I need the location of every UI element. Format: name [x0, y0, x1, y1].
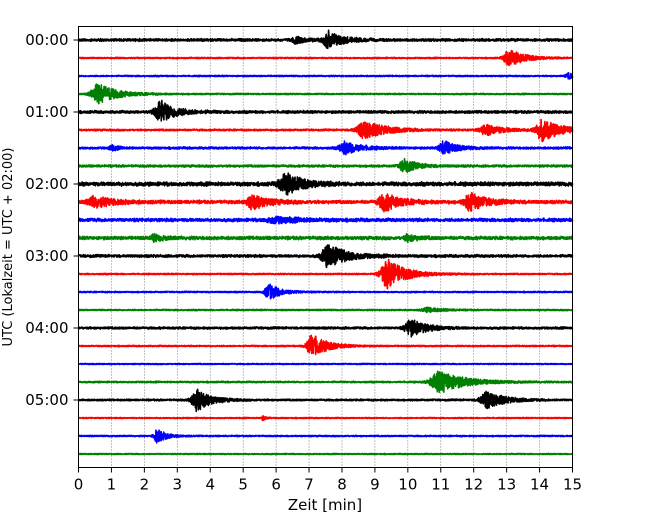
- x-axis: 0 1 2 3 4 5 6 7 8 9 10 11 12 13 14 15: [74, 467, 582, 494]
- y-tick-label-01:00: 01:00: [25, 103, 68, 121]
- x-tick-label-10: 10: [398, 476, 417, 494]
- x-tick-label-13: 13: [497, 476, 516, 494]
- x-tick-label-3: 3: [173, 476, 183, 494]
- x-tick-label-1: 1: [107, 476, 117, 494]
- trace-row-7: [77, 157, 574, 173]
- y-tick-label-03:00: 03:00: [25, 247, 68, 265]
- x-tick-label-7: 7: [304, 476, 314, 494]
- trace-row-15: [77, 306, 574, 314]
- x-tick-label-4: 4: [205, 476, 215, 494]
- trace-row-18: [77, 362, 574, 366]
- x-tick-label-2: 2: [140, 476, 150, 494]
- x-tick-label-6: 6: [271, 476, 281, 494]
- y-axis-label: UTC (Lokalzeit = UTC + 02:00): [1, 148, 16, 347]
- y-tick-label-00:00: 00:00: [25, 31, 68, 49]
- x-axis-label: Zeit [min]: [288, 496, 362, 514]
- x-tick-label-14: 14: [530, 476, 549, 494]
- trace-row-9: [77, 192, 574, 213]
- trace-row-17: [77, 334, 574, 356]
- y-tick-label-04:00: 04:00: [25, 319, 68, 337]
- trace-row-21: [77, 414, 574, 422]
- x-tick-label-12: 12: [464, 476, 483, 494]
- trace-row-2: [77, 72, 574, 80]
- trace-layer: [77, 29, 574, 456]
- trace-row-5: [77, 118, 574, 143]
- y-tick-label-05:00: 05:00: [25, 391, 68, 409]
- trace-row-12: [77, 244, 574, 269]
- trace-row-13: [77, 258, 574, 290]
- plot-frame: [78, 26, 573, 468]
- trace-row-20: [77, 388, 574, 413]
- trace-row-0: [77, 29, 574, 50]
- y-tick-label-02:00: 02:00: [25, 175, 68, 193]
- trace-row-3: [77, 83, 574, 105]
- trace-row-10: [77, 215, 574, 225]
- trace-row-14: [77, 283, 574, 300]
- trace-row-16: [77, 319, 574, 338]
- trace-row-23: [77, 452, 574, 456]
- trace-row-19: [77, 370, 574, 394]
- x-tick-label-11: 11: [431, 476, 450, 494]
- x-tick-label-5: 5: [238, 476, 248, 494]
- trace-row-6: [77, 140, 574, 156]
- x-tick-label-0: 0: [74, 476, 84, 494]
- trace-row-4: [77, 99, 574, 122]
- trace-row-11: [77, 232, 574, 244]
- trace-row-8: [77, 172, 574, 196]
- x-tick-label-15: 15: [563, 476, 582, 494]
- y-axis: 00:00 01:00 02:00 03:00 04:00 05:00: [25, 31, 79, 409]
- x-tick-label-9: 9: [370, 476, 380, 494]
- trace-row-1: [77, 49, 574, 67]
- trace-row-22: [77, 429, 574, 444]
- x-tick-label-8: 8: [337, 476, 347, 494]
